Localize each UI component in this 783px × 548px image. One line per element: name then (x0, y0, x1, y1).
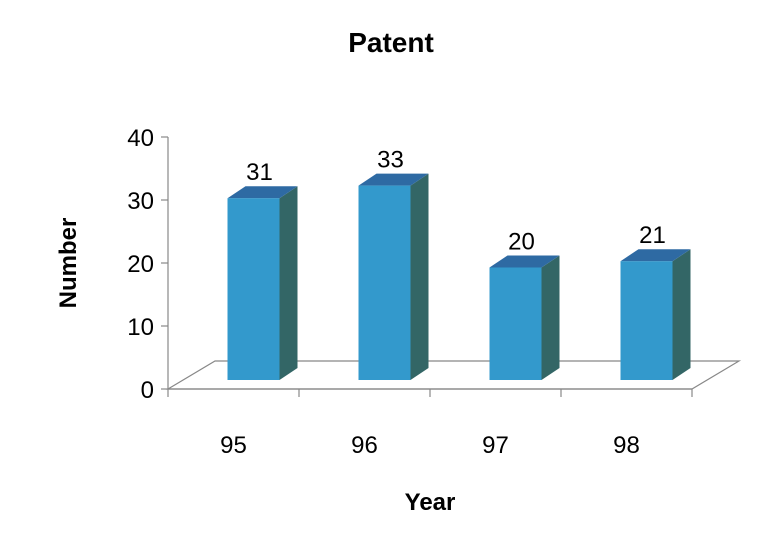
x-tick-label: 95 (220, 432, 247, 459)
axes: 0 10 20 30 40 95 96 97 98 (127, 125, 693, 459)
bar-top (227, 186, 298, 199)
bar-front (358, 185, 411, 380)
x-axis-title: Year (405, 489, 456, 516)
bar-side (672, 249, 691, 380)
bar-top (489, 255, 560, 268)
bar (358, 173, 429, 380)
y-tick-label: 10 (127, 314, 154, 341)
data-label: 21 (639, 222, 666, 249)
y-tick-label: 30 (127, 188, 154, 215)
x-tick-label: 96 (351, 432, 378, 459)
data-label: 20 (508, 229, 535, 256)
bar (227, 186, 298, 380)
bar-side (541, 255, 560, 380)
bar-side (410, 173, 429, 380)
data-labels: 31 33 20 21 (246, 147, 666, 256)
y-tick-label: 20 (127, 251, 154, 278)
x-tick-label: 98 (613, 432, 640, 459)
data-label: 33 (377, 147, 404, 174)
y-tick-label: 40 (127, 125, 154, 152)
bars (227, 173, 691, 380)
bar-front (620, 261, 673, 380)
x-tick-label: 97 (482, 432, 509, 459)
y-axis-title: Number (55, 218, 82, 309)
bar (489, 255, 560, 380)
bar-front (489, 267, 542, 380)
chart-title: Patent (348, 27, 434, 58)
bar-top (620, 249, 691, 262)
bar-front (227, 198, 280, 380)
bar (620, 249, 691, 380)
data-label: 31 (246, 159, 273, 186)
y-tick-label: 0 (141, 377, 154, 404)
bar-top (358, 173, 429, 186)
bar-side (279, 186, 298, 380)
